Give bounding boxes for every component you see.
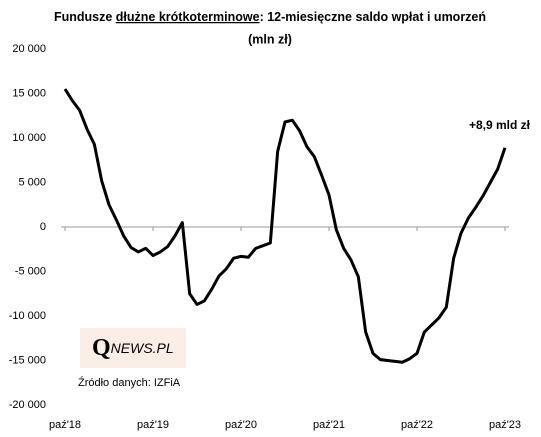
logo-text: NEWS.PL bbox=[111, 340, 174, 356]
source: Źródło danych: IZFiA bbox=[78, 376, 181, 389]
title-part: dłużne krótkoterminowe bbox=[116, 10, 260, 24]
x-tick-label: paź'23 bbox=[489, 419, 521, 431]
y-tick-label: 15 000 bbox=[12, 87, 46, 99]
annotation: +8,9 mld zł bbox=[469, 118, 531, 132]
y-tick-label: 10 000 bbox=[12, 132, 46, 144]
x-tick-label: paź'18 bbox=[49, 419, 81, 431]
chart-title: Fundusze dłużne krótkoterminowe: 12-mies… bbox=[54, 10, 486, 24]
y-tick-label: -10 000 bbox=[9, 310, 46, 322]
title-part: Fundusze bbox=[54, 10, 116, 24]
chart-subtitle: (mln zł) bbox=[248, 32, 292, 46]
y-tick-label: 5 000 bbox=[18, 176, 46, 188]
x-tick-label: paź'22 bbox=[401, 419, 433, 431]
x-tick-label: paź'19 bbox=[137, 419, 169, 431]
line bbox=[63, 88, 507, 364]
y-tick-label: -15 000 bbox=[9, 354, 46, 366]
logo-q: Q bbox=[92, 335, 111, 361]
y-tick-label: -20 000 bbox=[9, 399, 46, 411]
logo: QNEWS.PL bbox=[92, 335, 174, 361]
y-tick-label: -5 000 bbox=[15, 265, 46, 277]
y-tick-label: 20 000 bbox=[12, 43, 46, 55]
logo-box bbox=[80, 328, 186, 368]
title-part: : 12-miesięczne saldo wpłat i umorzeń bbox=[260, 10, 486, 24]
y-tick-label: 0 bbox=[40, 221, 46, 233]
x-tick-label: paź'20 bbox=[225, 419, 257, 431]
x-tick-label: paź'21 bbox=[313, 419, 345, 431]
